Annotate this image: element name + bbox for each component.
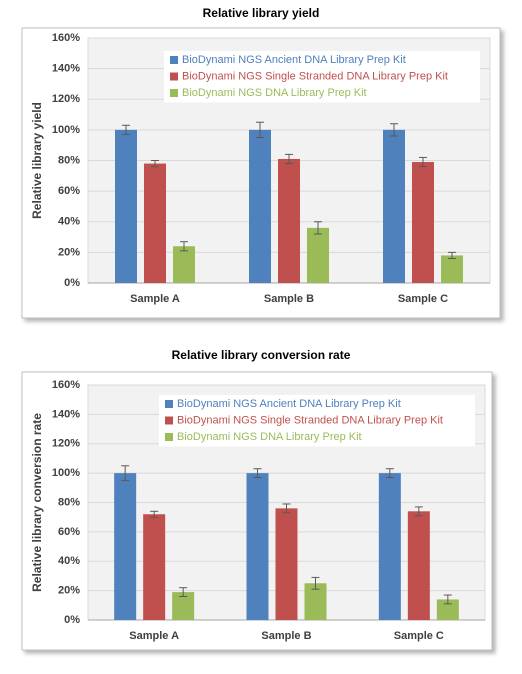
y-tick-label: 100% bbox=[52, 467, 80, 479]
y-tick-label: 80% bbox=[58, 496, 80, 508]
y-tick-label: 160% bbox=[52, 379, 80, 391]
bar bbox=[383, 129, 405, 283]
legend-label: BioDynami NGS Single Stranded DNA Librar… bbox=[182, 70, 448, 82]
bar bbox=[143, 514, 166, 620]
legend-label: BioDynami NGS Single Stranded DNA Librar… bbox=[177, 414, 443, 426]
bar bbox=[307, 227, 329, 283]
y-tick-label: 20% bbox=[58, 246, 80, 258]
chart-title: Relative library conversion rate bbox=[172, 348, 351, 362]
y-tick-label: 60% bbox=[58, 526, 80, 538]
x-tick-label: Sample C bbox=[394, 630, 444, 642]
bar bbox=[173, 246, 195, 283]
legend-swatch bbox=[165, 416, 173, 425]
x-tick-label: Sample C bbox=[398, 293, 448, 305]
legend-label: BioDynami NGS DNA Library Prep Kit bbox=[177, 431, 362, 443]
y-tick-label: 20% bbox=[58, 585, 80, 597]
bar bbox=[246, 473, 269, 620]
legend-label: BioDynami NGS DNA Library Prep Kit bbox=[182, 87, 367, 99]
bar bbox=[278, 158, 300, 283]
y-axis-label: Relative library yield bbox=[30, 102, 44, 219]
legend-swatch bbox=[170, 56, 178, 64]
bar bbox=[172, 592, 195, 620]
x-tick-label: Sample B bbox=[261, 630, 311, 642]
bar bbox=[249, 129, 271, 283]
legend-label: BioDynami NGS Ancient DNA Library Prep K… bbox=[182, 54, 406, 66]
y-tick-label: 140% bbox=[52, 63, 80, 75]
y-tick-label: 40% bbox=[58, 216, 80, 228]
bar bbox=[114, 473, 137, 620]
bar bbox=[378, 473, 401, 620]
legend-swatch bbox=[165, 400, 173, 408]
x-tick-label: Sample A bbox=[129, 630, 179, 642]
y-tick-label: 80% bbox=[58, 154, 80, 166]
bar bbox=[115, 129, 137, 283]
y-tick-label: 100% bbox=[52, 124, 80, 136]
x-tick-label: Sample B bbox=[264, 293, 314, 305]
y-tick-label: 40% bbox=[58, 555, 80, 567]
y-tick-label: 160% bbox=[52, 32, 80, 44]
y-tick-label: 120% bbox=[52, 93, 80, 105]
legend-label: BioDynami NGS Ancient DNA Library Prep K… bbox=[177, 398, 401, 410]
legend-box bbox=[164, 51, 480, 103]
y-axis-label: Relative library conversion rate bbox=[30, 413, 44, 592]
legend-box bbox=[159, 395, 475, 447]
bar bbox=[441, 255, 463, 283]
bar bbox=[436, 599, 459, 620]
bar bbox=[412, 162, 434, 283]
legend-swatch bbox=[170, 89, 178, 97]
legend-swatch bbox=[170, 72, 178, 81]
y-tick-label: 0% bbox=[64, 277, 80, 289]
y-tick-label: 60% bbox=[58, 185, 80, 197]
x-tick-label: Sample A bbox=[130, 293, 180, 305]
y-tick-label: 140% bbox=[52, 408, 80, 420]
y-tick-label: 120% bbox=[52, 438, 80, 450]
bar bbox=[144, 163, 166, 283]
bar bbox=[407, 511, 430, 620]
legend-swatch bbox=[165, 433, 173, 441]
bar bbox=[304, 583, 327, 620]
y-tick-label: 0% bbox=[64, 614, 80, 626]
chart-title: Relative library yield bbox=[203, 6, 320, 20]
bar bbox=[275, 508, 298, 620]
